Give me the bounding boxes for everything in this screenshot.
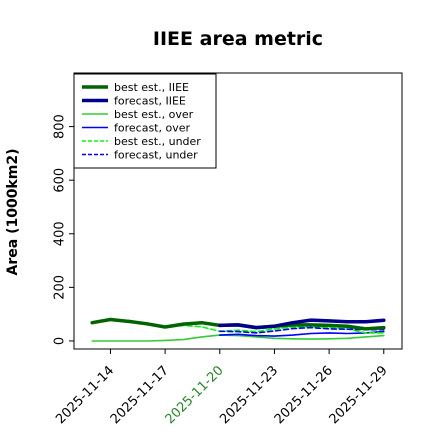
series-layer — [90, 317, 386, 342]
series-line-5 — [219, 326, 385, 334]
y-tick-label: 400 — [53, 221, 68, 246]
chart-title: IIEE area metric — [153, 28, 323, 50]
plot-frame — [73, 72, 403, 350]
y-tick-label: 600 — [53, 168, 68, 193]
legend-label: best est., over — [114, 108, 194, 121]
legend-label: forecast, IIEE — [114, 95, 186, 108]
x-ticks: 2025-11-142025-11-172025-11-202025-11-23… — [53, 349, 391, 427]
series-line-3 — [219, 330, 385, 337]
legend-label: best est., under — [114, 135, 201, 148]
legend-frame — [73, 73, 217, 169]
x-tick-label: 2025-11-29 — [327, 363, 391, 427]
legend-label: forecast, under — [114, 149, 198, 162]
y-tick-label: 200 — [53, 275, 68, 300]
series-line-1 — [218, 318, 386, 330]
y-tick-label: 0 — [53, 337, 68, 345]
y-axis-label: Area (1000km2) — [5, 149, 21, 276]
y-ticks: 0 200 400 600 800 — [53, 114, 74, 345]
series-line-2 — [91, 334, 385, 342]
y-tick-label: 800 — [53, 114, 68, 139]
legend-label: forecast, over — [114, 122, 190, 135]
legend-label: best est., IIEE — [114, 81, 189, 94]
